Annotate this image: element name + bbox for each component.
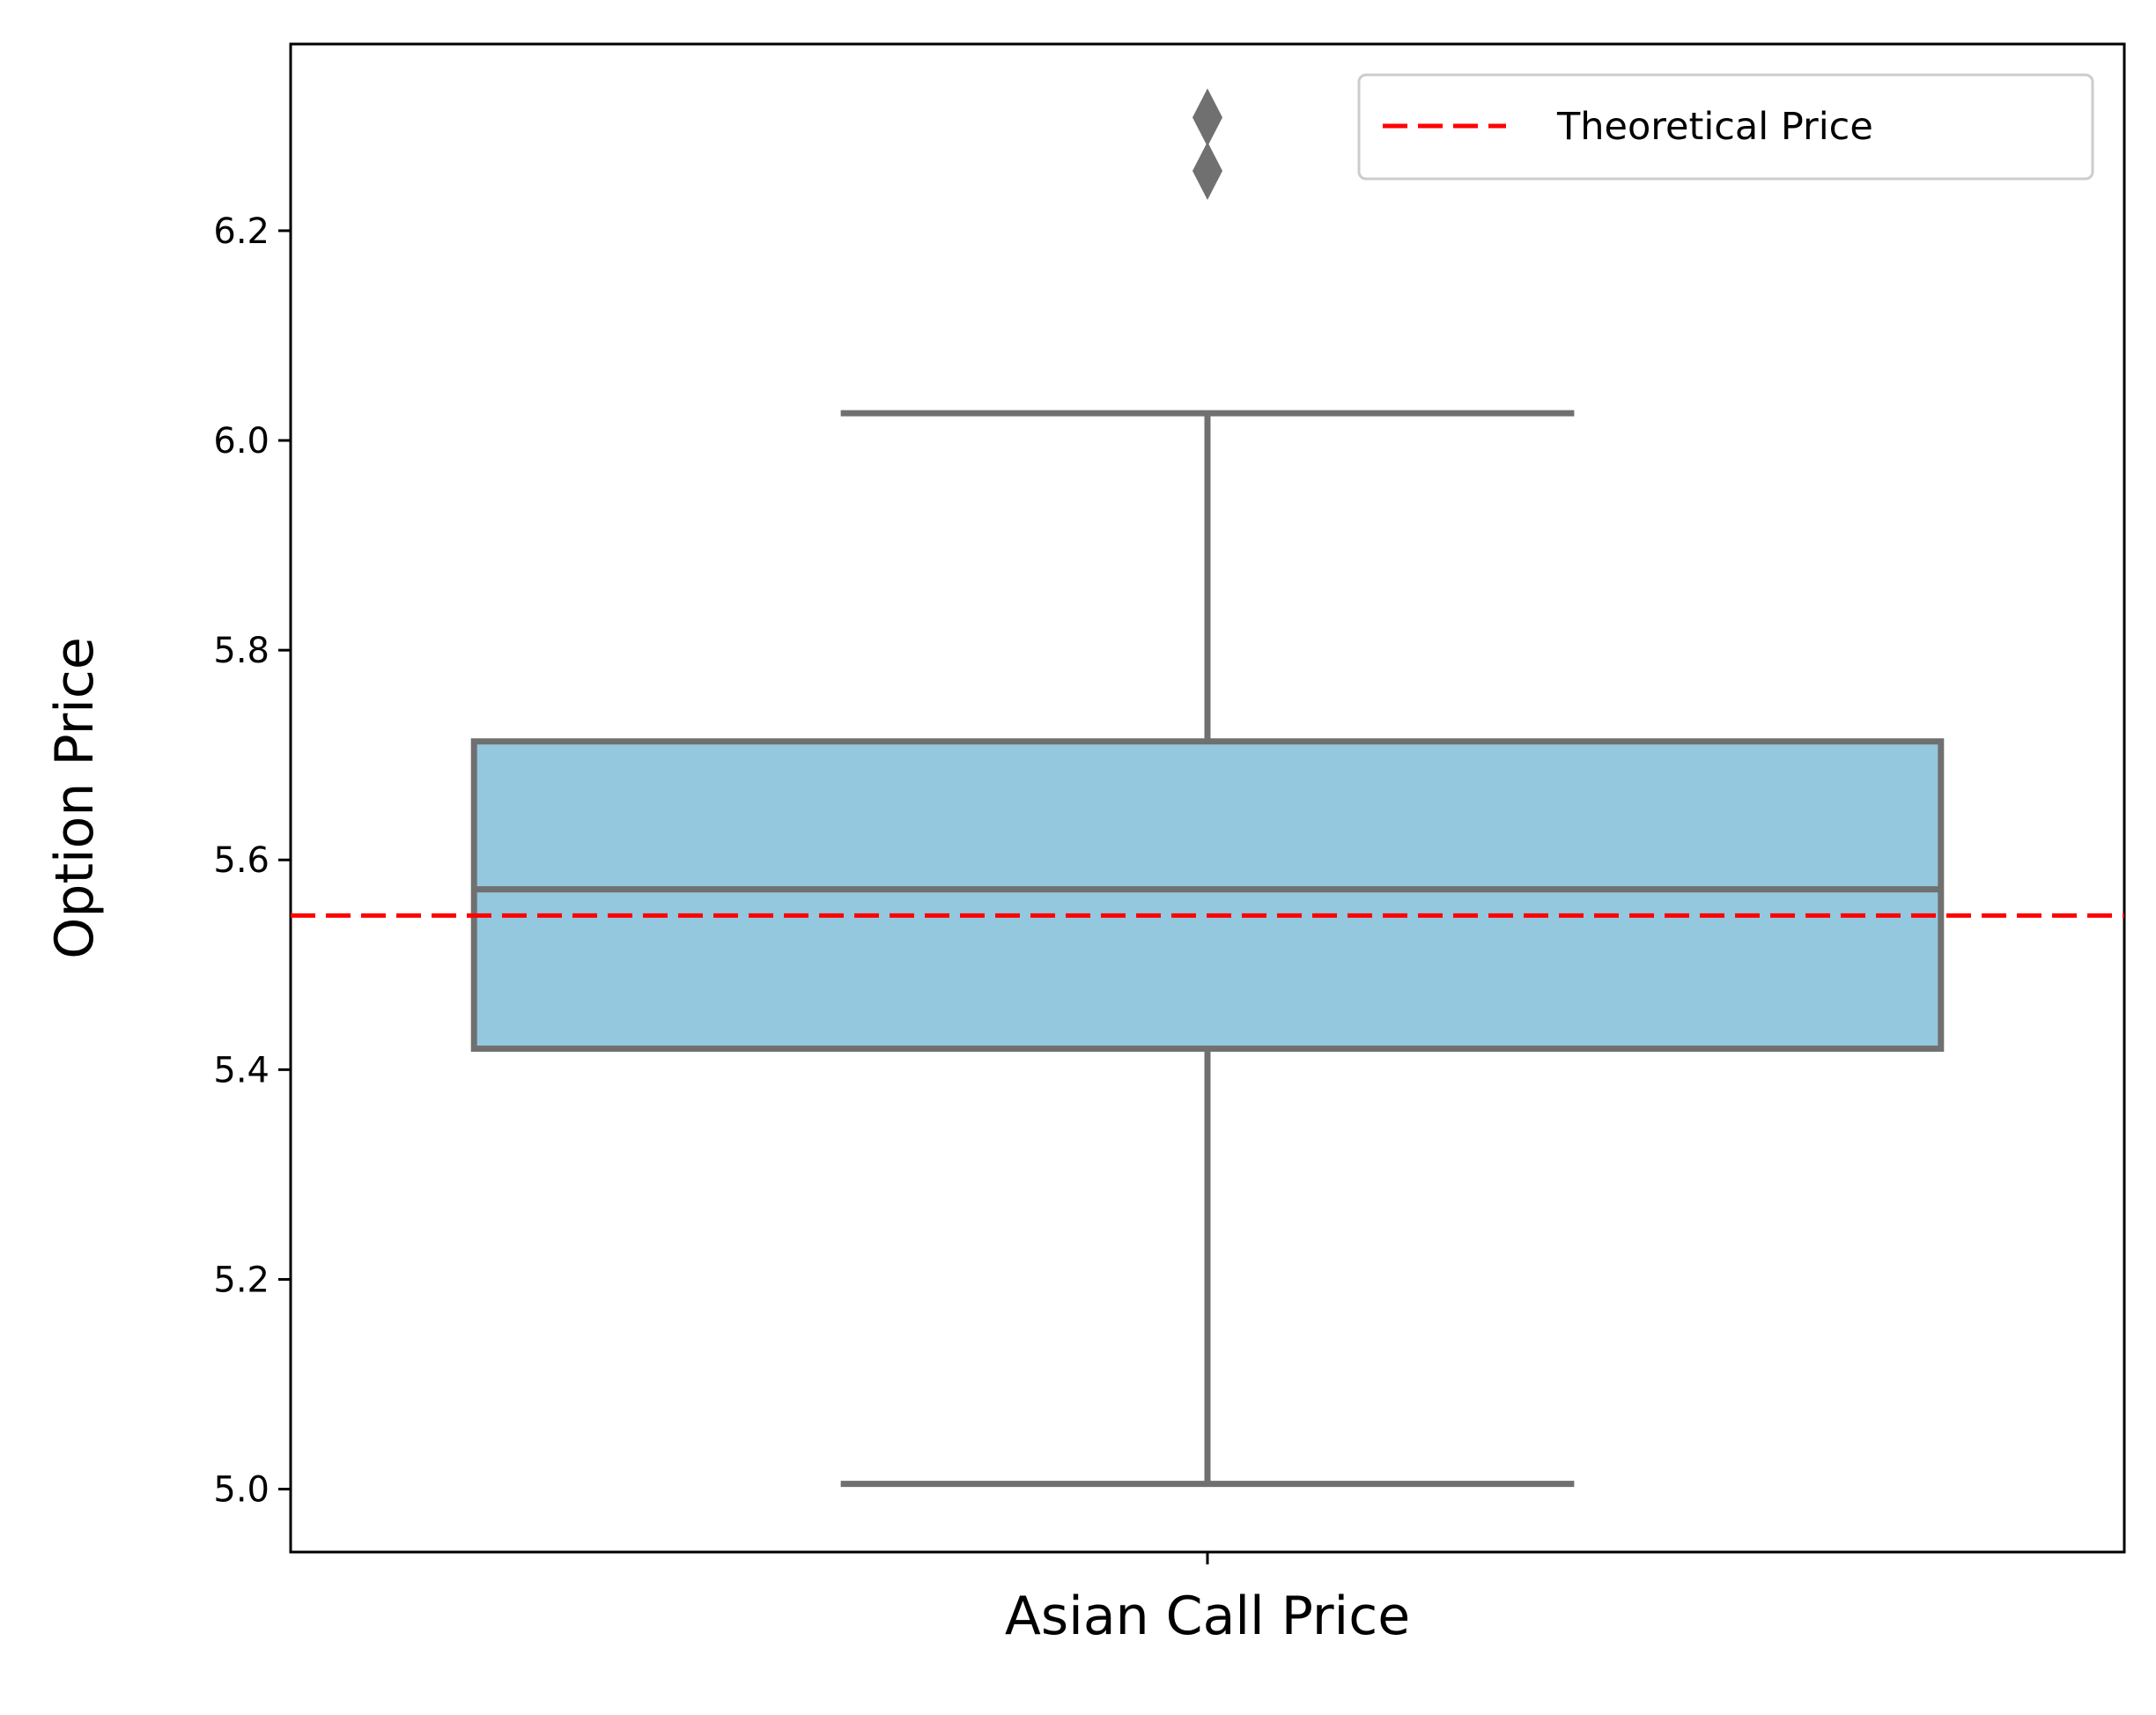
y-tick-label: 5.8 [213,631,270,671]
y-tick-label: 5.2 [213,1260,270,1300]
outlier-point [1192,88,1222,147]
y-tick-label: 5.4 [213,1050,270,1090]
y-tick-label: 5.0 [213,1470,270,1511]
y-tick-label: 6.2 [213,211,270,252]
legend-entry-theoretical-price: Theoretical Price [1556,105,1873,149]
outlier-point [1192,142,1222,201]
y-axis-label: Option Price [44,637,106,959]
x-tick-label: Asian Call Price [1005,1586,1410,1647]
y-tick-label: 5.6 [213,840,270,881]
legend-box [1357,73,2094,181]
interquartile-box [470,738,1945,1053]
y-tick-label: 6.0 [213,421,270,462]
x-axis: Asian Call Price [1005,1552,1410,1647]
box-plot [470,88,1945,1488]
y-axis: 5.0 5.2 5.4 5.6 5.8 6.0 6.2 [213,211,291,1511]
legend: Theoretical Price [1357,73,2094,181]
